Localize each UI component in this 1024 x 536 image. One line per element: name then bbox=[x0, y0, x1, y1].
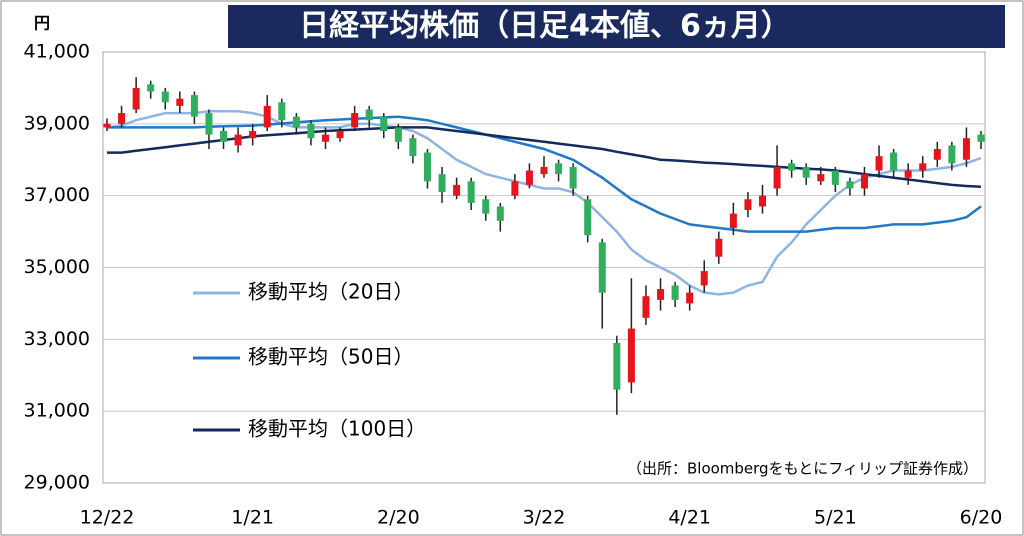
candle-body bbox=[249, 131, 257, 139]
candle-body bbox=[686, 292, 694, 304]
candle-body bbox=[584, 199, 592, 236]
legend-label: 移動平均（20日） bbox=[248, 280, 413, 304]
candle-body bbox=[788, 163, 796, 171]
candle-body bbox=[423, 152, 431, 182]
y-tick-label: 39,000 bbox=[24, 112, 90, 134]
x-tick-label: 2/20 bbox=[377, 507, 420, 529]
candle-body bbox=[336, 131, 344, 139]
source-note: （出所：Bloombergをもとにフィリップ証券作成） bbox=[627, 460, 978, 478]
candle-body bbox=[380, 116, 388, 132]
candle-body bbox=[977, 134, 985, 142]
candle-body bbox=[307, 123, 315, 139]
x-tick-label: 1/21 bbox=[231, 507, 274, 529]
candle-body bbox=[642, 296, 650, 318]
candle-body bbox=[948, 145, 956, 164]
candle-body bbox=[496, 206, 504, 221]
candle-body bbox=[700, 271, 708, 286]
candle-body bbox=[715, 238, 723, 257]
candle-body bbox=[759, 195, 766, 207]
candle-body bbox=[278, 102, 286, 121]
candle-body bbox=[161, 91, 169, 103]
candle-body bbox=[176, 98, 184, 106]
candle-body bbox=[671, 285, 679, 300]
candle-body bbox=[613, 342, 621, 390]
y-tick-label: 29,000 bbox=[24, 472, 90, 494]
candle-body bbox=[394, 127, 402, 142]
candle-body bbox=[657, 289, 665, 300]
candle-body bbox=[846, 181, 854, 189]
x-tick-label: 5/21 bbox=[814, 507, 857, 529]
candle-body bbox=[467, 181, 475, 203]
candle-body bbox=[919, 163, 927, 171]
candle-body bbox=[482, 199, 490, 214]
candle-body bbox=[190, 95, 198, 117]
legend-label: 移動平均（50日） bbox=[248, 345, 413, 369]
x-tick-label: 12/22 bbox=[80, 507, 135, 529]
candle-body bbox=[263, 105, 271, 128]
candle-body bbox=[511, 181, 519, 196]
candle-body bbox=[729, 213, 737, 228]
candle-body bbox=[831, 170, 839, 185]
candle-body bbox=[890, 152, 898, 171]
legend-label: 移動平均（100日） bbox=[248, 417, 426, 441]
candle-body bbox=[234, 134, 242, 146]
x-tick-label: 4/21 bbox=[668, 507, 711, 529]
candle-body bbox=[365, 109, 373, 121]
moving-average-line bbox=[106, 110, 982, 296]
candle-body bbox=[205, 113, 213, 135]
x-tick-label: 6/20 bbox=[960, 507, 1003, 529]
candle-body bbox=[220, 131, 228, 142]
candle-body bbox=[569, 166, 577, 189]
candle-body bbox=[773, 166, 781, 189]
chart-title: 日経平均株価（日足4本値、6ヵ月） bbox=[299, 9, 791, 44]
candle-body bbox=[438, 174, 446, 193]
candle-body bbox=[598, 242, 606, 293]
candle-body bbox=[802, 166, 810, 178]
y-tick-label: 35,000 bbox=[24, 256, 90, 278]
candle-body bbox=[453, 184, 461, 196]
candle-body bbox=[147, 84, 155, 92]
candle-body bbox=[860, 174, 868, 189]
candle-body bbox=[744, 199, 752, 211]
candle-body bbox=[627, 328, 635, 383]
candle-body bbox=[132, 87, 140, 110]
candle-body bbox=[409, 138, 417, 157]
candle-body bbox=[118, 113, 126, 124]
x-tick-label: 3/22 bbox=[523, 507, 566, 529]
y-unit: 円 bbox=[34, 14, 50, 33]
candle-body bbox=[540, 166, 548, 175]
title-bar bbox=[228, 5, 1005, 48]
candle-body bbox=[292, 116, 300, 128]
candle-body bbox=[933, 148, 941, 160]
candle-body bbox=[525, 170, 533, 185]
y-tick-label: 31,000 bbox=[24, 400, 90, 422]
candle-body bbox=[962, 138, 970, 160]
candle-body bbox=[817, 174, 825, 182]
candle-body bbox=[904, 170, 912, 178]
candle-body bbox=[351, 113, 359, 128]
y-tick-label: 37,000 bbox=[24, 184, 90, 206]
candle-body bbox=[875, 156, 883, 171]
candle-body bbox=[103, 123, 111, 128]
candle-body bbox=[555, 163, 563, 175]
y-tick-label: 41,000 bbox=[24, 41, 90, 63]
candle-body bbox=[322, 134, 329, 142]
y-tick-label: 33,000 bbox=[24, 328, 90, 350]
